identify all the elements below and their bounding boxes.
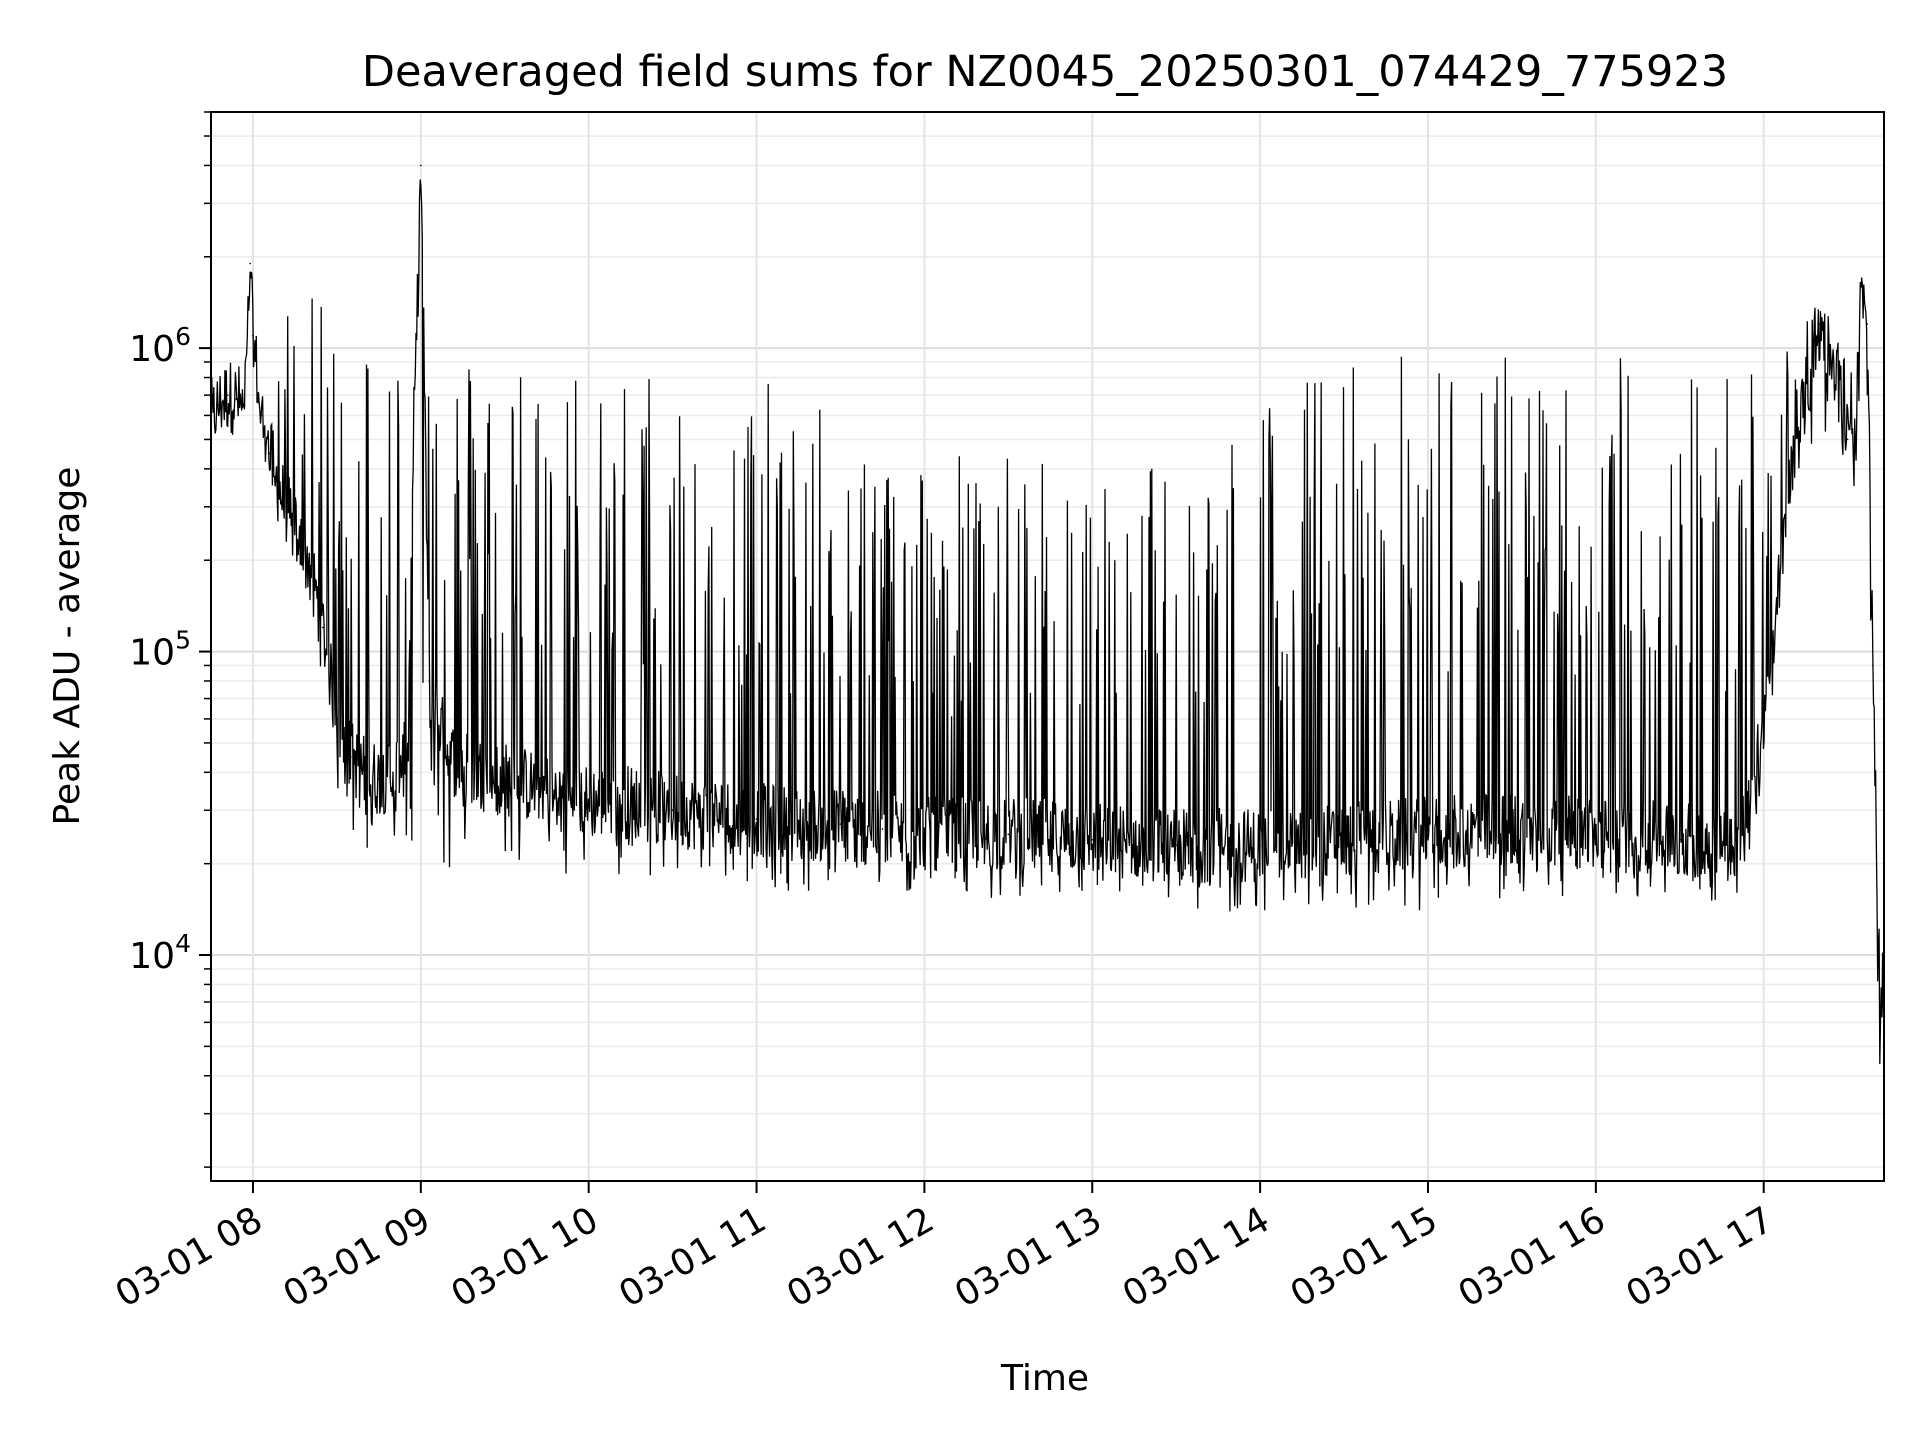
data-point: [226, 394, 229, 396]
x-tick-label: 03-01 17: [1620, 1199, 1781, 1315]
x-tick-label: 03-01 15: [1284, 1199, 1445, 1315]
chart-title: Deaveraged field sums for NZ0045_2025030…: [362, 47, 1728, 97]
data-point: [1007, 833, 1010, 836]
data-point: [881, 828, 884, 830]
x-tick-label: 03-01 10: [445, 1199, 606, 1315]
series-line: [210, 179, 1885, 1065]
plot-frame: [210, 111, 1885, 1182]
y-axis: 104 105 106: [129, 111, 211, 1168]
y-tick-label: 104: [129, 929, 191, 977]
grid: [211, 111, 1884, 1181]
data-point: [249, 262, 251, 265]
data-point: [448, 756, 450, 758]
y-tick-label: 106: [129, 322, 191, 370]
data-point: [420, 164, 422, 167]
y-axis-label: Peak ADU - average: [47, 467, 88, 826]
x-tick-label: 03-01 16: [1452, 1199, 1613, 1315]
data-point: [322, 626, 324, 629]
x-tick-label: 03-01 14: [1116, 1199, 1277, 1315]
x-tick-label: 03-01 12: [780, 1199, 941, 1315]
data-point: [1091, 838, 1094, 841]
data-point: [1860, 277, 1863, 279]
y-tick-label: 105: [129, 626, 191, 674]
data-point: [1846, 438, 1849, 441]
x-tick-label: 03-01 09: [277, 1199, 438, 1315]
x-axis-label: Time: [1000, 1358, 1089, 1399]
x-tick-label: 03-01 13: [948, 1199, 1109, 1315]
x-axis: 03-01 08 03-01 09 03-01 10 03-01 11 03-01 12…: [109, 1181, 1780, 1316]
x-tick-label: 03-01 11: [612, 1199, 773, 1315]
x-tick-label: 03-01 08: [109, 1199, 270, 1315]
